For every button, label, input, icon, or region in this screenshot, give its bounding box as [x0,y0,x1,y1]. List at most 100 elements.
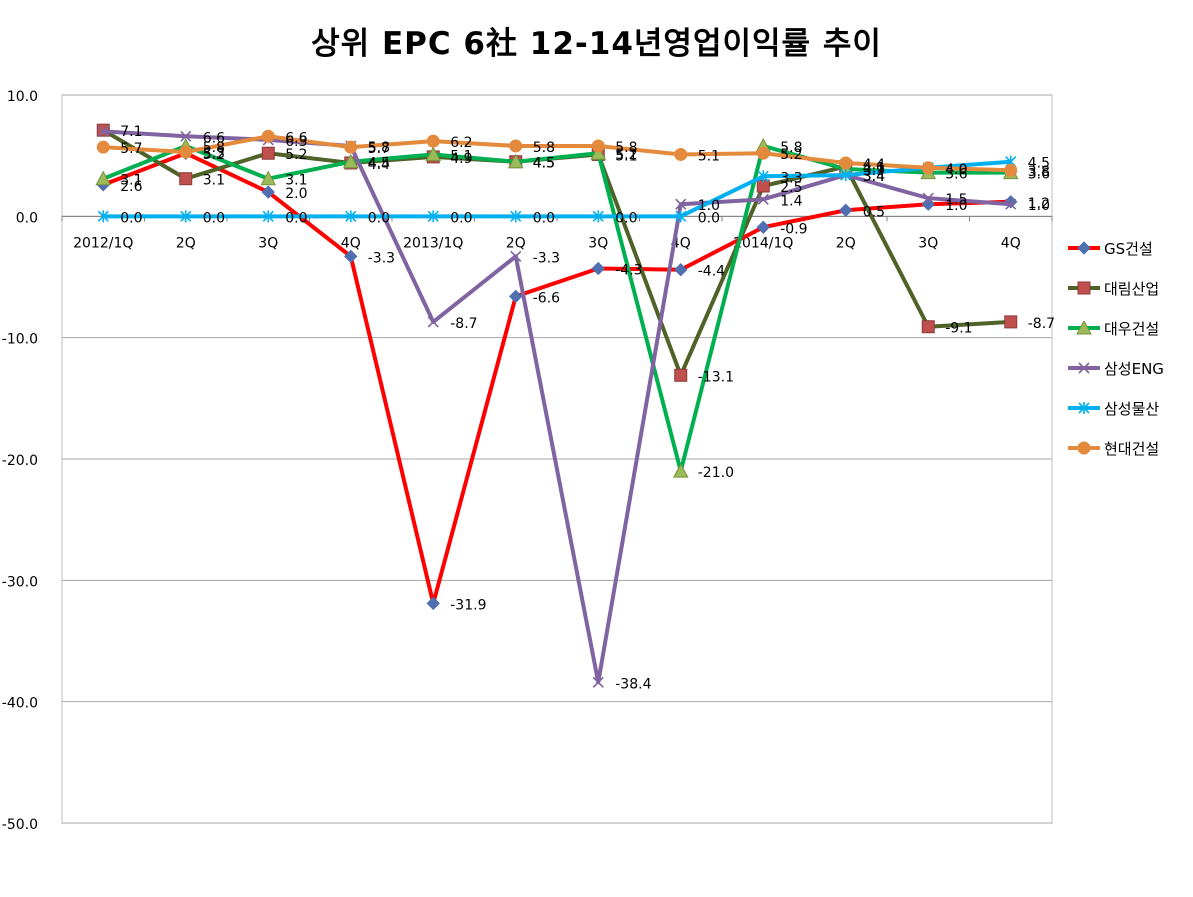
data-point [674,368,688,382]
data-point [674,147,688,161]
data-point [510,250,522,262]
y-axis: 10.0 0.0 -10.0 -20.0 -30.0 -40.0 -50.0 [2,89,38,833]
data-label: -3.3 [368,250,395,266]
data-point [509,139,523,153]
legend-item: 삼성물산 [1066,388,1164,428]
data-point [1004,163,1018,177]
x-tick-label: 2Q [176,235,196,251]
data-label: 5.2 [780,147,802,163]
data-label: -13.1 [698,369,734,385]
data-point [591,139,605,153]
legend-swatch [1068,321,1100,335]
legend-item: 대림산업 [1066,268,1164,308]
data-label: 0.0 [120,210,142,226]
data-point [674,263,688,277]
data-point [757,193,769,205]
chart-title: 상위 EPC 6社 12-14년영업이익률 추이 [311,26,882,62]
data-point [180,210,192,223]
data-point [342,153,359,169]
data-label: 0.5 [863,204,885,220]
data-point [591,261,605,276]
data-point [757,170,769,183]
y-tick-label: -10.0 [2,332,38,348]
data-point [344,249,358,264]
data-label: 0.0 [533,210,555,226]
data-point [922,192,934,204]
data-label: 4.4 [368,157,390,173]
data-label: 3.1 [203,173,225,189]
series-line [103,134,1011,173]
data-label: -6.6 [533,290,560,306]
x-tick-label: 2013/1Q [403,235,463,251]
data-label: 3.9 [863,163,885,179]
data-point [590,145,607,160]
data-label: 3.1 [285,173,307,189]
data-point [426,596,440,611]
data-label: -21.0 [698,465,734,481]
data-point [1004,195,1018,209]
legend-label: 삼성물산 [1104,399,1160,418]
data-label: 4.5 [533,156,555,172]
data-label: 1.5 [945,192,967,208]
data-point [1005,198,1017,210]
legend-swatch [1068,362,1100,374]
data-point [839,156,853,170]
data-point [425,146,442,161]
data-point [675,198,687,210]
legend-label: 대우건설 [1104,319,1160,338]
data-label: -8.7 [1028,316,1055,332]
data-label: -8.7 [450,316,477,332]
data-point [426,134,440,148]
legend-swatch [1068,441,1100,455]
data-label: -0.9 [780,221,807,237]
data-label: 5.2 [285,147,307,163]
data-label: 1.0 [1028,198,1050,214]
data-label: -4.3 [615,263,642,279]
data-point [261,146,275,160]
data-point [180,130,192,142]
x-tick-label: 3Q [918,235,938,251]
data-point [756,146,770,160]
data-label: 1.4 [780,193,802,209]
legend-swatch [1068,241,1100,255]
legend-label: GS건설 [1104,239,1153,258]
y-tick-label: 0.0 [16,210,38,226]
series-group [95,123,1019,688]
data-point [672,463,689,478]
data-point [345,210,357,223]
data-label: 0.0 [450,210,472,226]
data-label: -31.9 [450,597,486,613]
y-tick-label: -30.0 [2,574,38,590]
x-tick-label: 4Q [1001,235,1021,251]
data-point [96,140,110,154]
data-point [97,125,109,137]
data-label: 7.1 [120,124,142,140]
data-point [510,210,522,223]
legend-swatch [1068,402,1100,414]
legend-label: 삼성ENG [1104,359,1164,378]
y-tick-label: -20.0 [2,453,38,469]
data-label: 0.0 [285,210,307,226]
data-label: 0.0 [368,210,390,226]
data-label: -4.4 [698,264,725,280]
data-point [262,210,274,223]
data-label: 3.6 [945,167,967,183]
legend-label: 현대건설 [1104,439,1160,458]
data-label: 3.1 [120,173,142,189]
data-label: 1.0 [698,198,720,214]
data-point [1004,315,1018,329]
data-labels: 2.6 5.2 2.0 -3.3 -31.9 -6.6 -4.3 -4.4 -0.9 0.5 1.0… [120,124,1055,692]
data-label: 5.8 [780,140,802,156]
x-tick-label: 2Q [836,235,856,251]
legend-label: 대림산업 [1104,279,1160,298]
y-tick-label: 10.0 [7,89,38,105]
y-tick-label: -50.0 [2,817,38,833]
legend-item: 삼성ENG [1066,348,1164,388]
legend-item: GS건설 [1066,228,1164,268]
data-label: -3.3 [533,250,560,266]
data-point [921,161,935,175]
data-label: 2.5 [780,180,802,196]
data-label: 6.2 [450,135,472,151]
